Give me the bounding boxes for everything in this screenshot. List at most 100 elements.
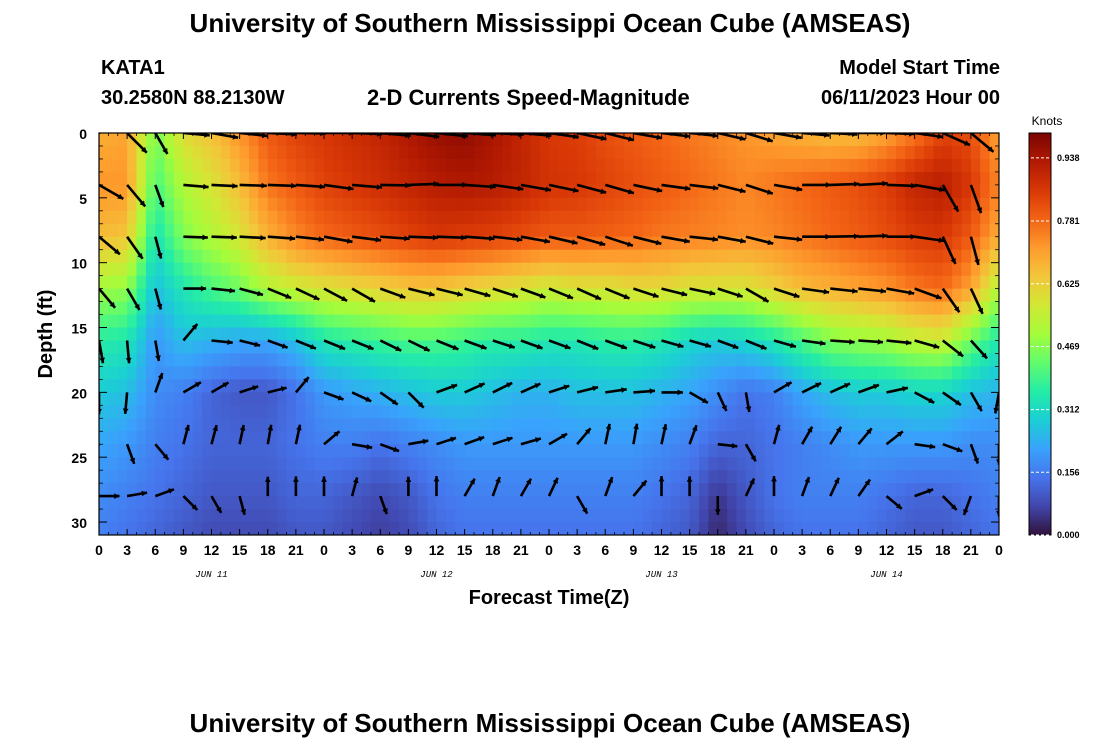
- heatmap-cell: [849, 327, 859, 342]
- heatmap-cell: [117, 418, 128, 432]
- heatmap-cell: [727, 223, 738, 238]
- current-vector: [491, 476, 501, 497]
- heatmap-cell: [192, 418, 203, 432]
- vector-head: [227, 339, 233, 345]
- heatmap-cell: [811, 418, 822, 432]
- x-tick-label: 6: [376, 542, 384, 558]
- heatmap-cell: [858, 275, 869, 290]
- heatmap-cell: [736, 418, 747, 432]
- heatmap-cell: [99, 262, 109, 277]
- current-vector: [154, 372, 164, 393]
- heatmap-cell: [183, 223, 194, 238]
- current-vector: [604, 287, 630, 300]
- current-vector: [154, 133, 169, 155]
- heatmap-cell: [483, 197, 494, 212]
- current-vector: [830, 181, 860, 187]
- vector-head: [621, 387, 627, 393]
- heatmap-cell: [277, 509, 288, 523]
- heatmap-cell: [736, 483, 747, 497]
- heatmap-cell: [764, 379, 775, 393]
- heatmap-cell: [774, 340, 784, 355]
- current-vector: [632, 423, 639, 445]
- current-vector: [323, 391, 344, 401]
- heatmap-cell: [483, 133, 494, 147]
- heatmap-cell: [249, 444, 259, 458]
- heatmap-cell: [970, 158, 981, 173]
- day-label: JUN 13: [645, 570, 678, 580]
- heatmap-cell: [389, 405, 400, 419]
- heatmap-cell: [127, 496, 138, 510]
- heatmap-cell: [417, 210, 428, 225]
- heatmap-cell: [924, 145, 934, 160]
- heatmap-cell: [802, 314, 813, 329]
- heatmap-cell: [802, 444, 813, 458]
- heatmap-cell: [577, 145, 588, 160]
- heatmap-cell: [586, 223, 597, 238]
- heatmap-cell: [511, 366, 522, 380]
- current-vector: [211, 287, 236, 294]
- heatmap-cell: [802, 197, 813, 212]
- heatmap-cell: [867, 236, 878, 251]
- heatmap-cell: [230, 496, 241, 510]
- heatmap-cell: [239, 327, 250, 342]
- heatmap-cell: [802, 275, 813, 290]
- heatmap-cell: [502, 210, 513, 225]
- heatmap-cell: [249, 522, 259, 535]
- heatmap-cell: [886, 392, 897, 406]
- heatmap-cell: [764, 197, 775, 212]
- heatmap-cell: [605, 314, 616, 329]
- heatmap-cell: [483, 509, 494, 523]
- current-vector: [547, 477, 559, 497]
- heatmap-cell: [783, 158, 794, 173]
- heatmap-cell: [277, 327, 288, 342]
- heatmap-cell: [605, 483, 616, 497]
- heatmap-cell: [333, 184, 344, 199]
- heatmap-cell: [745, 301, 756, 316]
- heatmap-cell: [239, 366, 250, 380]
- heatmap-cell: [586, 314, 597, 329]
- heatmap-cell: [980, 496, 991, 510]
- heatmap-cell: [924, 301, 934, 316]
- vector-head: [291, 182, 297, 189]
- vector-head: [348, 133, 354, 136]
- heatmap-cell: [774, 210, 784, 225]
- heatmap-cell: [324, 496, 334, 510]
- heatmap-cell: [117, 197, 128, 212]
- heatmap-cell: [595, 171, 606, 186]
- heatmap-cell: [145, 522, 156, 535]
- heatmap-cell: [961, 288, 972, 303]
- heatmap-cell: [183, 509, 194, 523]
- heatmap-cell: [455, 275, 466, 290]
- vector-head: [313, 294, 320, 300]
- heatmap-cell: [586, 366, 597, 380]
- x-tick-label: 0: [320, 542, 328, 558]
- heatmap-cell: [942, 249, 953, 264]
- heatmap-cell: [624, 457, 634, 471]
- heatmap-cell: [605, 249, 616, 264]
- heatmap-cell: [249, 366, 259, 380]
- heatmap-cell: [380, 223, 391, 238]
- heatmap-cell: [811, 249, 822, 264]
- heatmap-cell: [820, 496, 831, 510]
- heatmap-cell: [549, 262, 559, 277]
- y-tick-label: 15: [71, 321, 87, 337]
- heatmap-cell: [127, 418, 138, 432]
- heatmap-cell: [830, 392, 841, 406]
- heatmap-cell: [211, 133, 222, 147]
- heatmap-cell: [670, 197, 681, 212]
- heatmap-cell: [99, 197, 109, 212]
- heatmap-cell: [539, 249, 550, 264]
- heatmap-cell: [895, 366, 906, 380]
- current-vector: [658, 476, 665, 497]
- heatmap-cell: [830, 223, 841, 238]
- heatmap-cell: [567, 522, 578, 535]
- heatmap-cell: [352, 353, 363, 368]
- current-vector: [436, 339, 459, 351]
- vector-head: [592, 344, 599, 350]
- heatmap-cell: [567, 405, 578, 419]
- heatmap-cell: [492, 223, 503, 238]
- heatmap-cell: [192, 353, 203, 368]
- heatmap-cell: [661, 509, 672, 523]
- heatmap-cell: [164, 444, 175, 458]
- heatmap-cell: [286, 171, 297, 186]
